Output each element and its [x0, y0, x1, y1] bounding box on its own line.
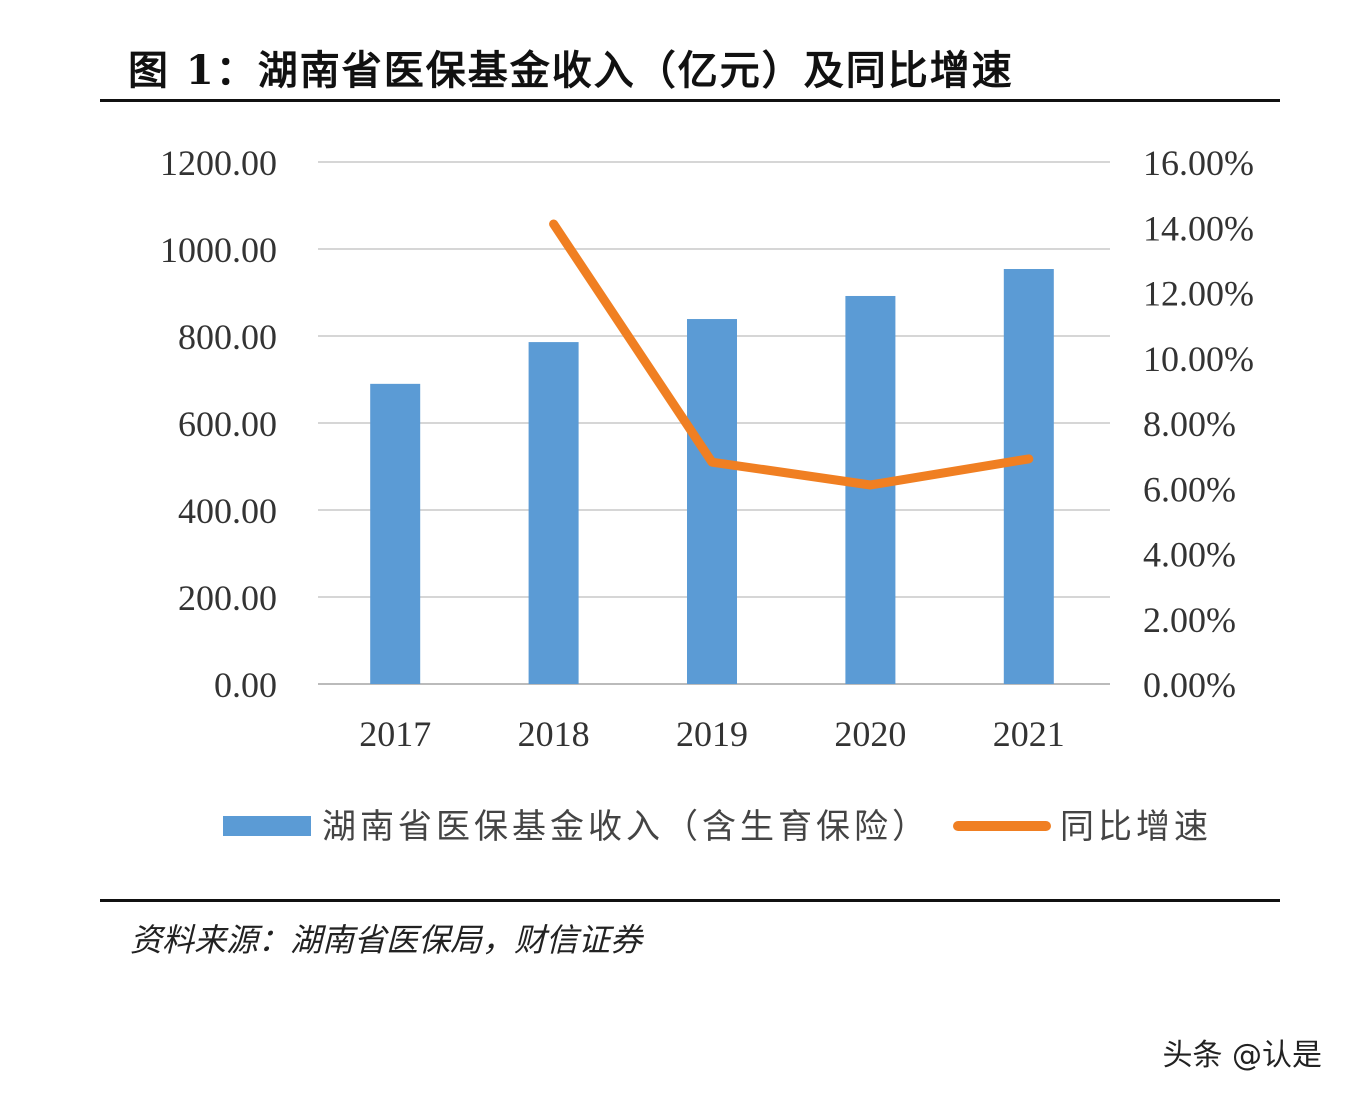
right-tick-label: 14.00%	[1143, 208, 1254, 248]
right-tick-label: 10.00%	[1143, 339, 1254, 379]
right-tick-label: 0.00%	[1143, 665, 1236, 705]
x-tick-label: 2019	[676, 714, 748, 754]
source-note: 资料来源：湖南省医保局，财信证券	[130, 921, 643, 959]
left-tick-label: 1000.00	[160, 230, 277, 270]
left-tick-label: 600.00	[178, 404, 277, 444]
x-tick-label: 2017	[359, 714, 431, 754]
right-tick-label: 6.00%	[1143, 469, 1236, 509]
left-tick-label: 0.00	[214, 665, 277, 705]
right-tick-label: 8.00%	[1143, 404, 1236, 444]
bar-2019	[687, 319, 737, 684]
top-rule	[100, 99, 1280, 102]
chart: 0.00 200.00 400.00 600.00 800.00 1000.00 1200.…	[160, 143, 1254, 846]
x-tick-label: 2020	[834, 714, 906, 754]
x-tick-label: 2021	[993, 714, 1065, 754]
legend-label-line: 同比增速	[1060, 808, 1212, 846]
figure-title: 图 1：湖南省医保基金收入（亿元）及同比增速	[128, 47, 1014, 94]
legend-label-bar: 湖南省医保基金收入（含生育保险）	[322, 808, 930, 846]
x-tick-label: 2018	[518, 714, 590, 754]
watermark: 头条 @认是	[1162, 1038, 1322, 1073]
right-tick-label: 2.00%	[1143, 600, 1236, 640]
bar-2021	[1003, 269, 1054, 684]
right-tick-label: 16.00%	[1143, 143, 1254, 183]
left-tick-label: 200.00	[178, 578, 277, 618]
left-tick-label: 800.00	[178, 317, 277, 357]
right-tick-label: 4.00%	[1143, 535, 1236, 575]
left-tick-label: 1200.00	[160, 143, 277, 183]
bar-2017	[370, 383, 421, 684]
legend-swatch-bar	[223, 816, 311, 836]
right-tick-label: 12.00%	[1143, 274, 1254, 314]
left-tick-label: 400.00	[178, 491, 277, 531]
bar-2018	[528, 342, 579, 684]
bottom-rule	[100, 899, 1280, 902]
growth-line	[549, 219, 1034, 490]
bar-2020	[845, 295, 896, 684]
